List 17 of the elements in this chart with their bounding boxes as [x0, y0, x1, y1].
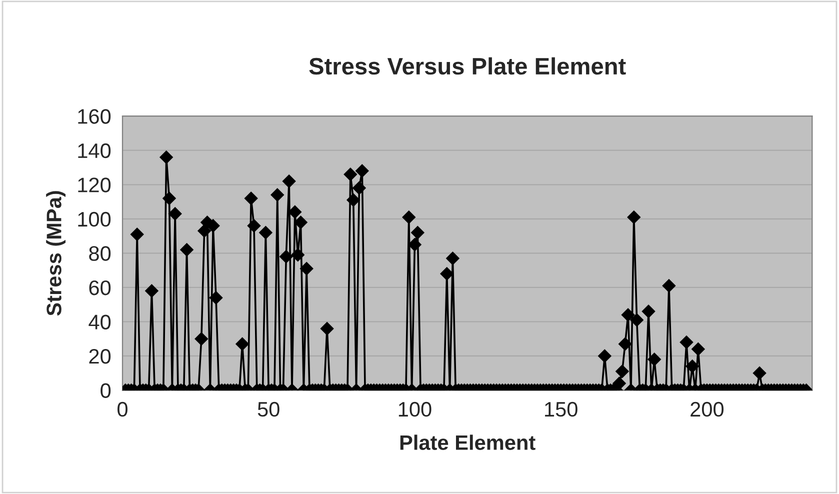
y-tick-label: 160: [78, 109, 111, 124]
y-tick-label: 40: [88, 314, 111, 330]
x-tick-label: 150: [545, 402, 578, 417]
y-tick-label: 60: [89, 280, 111, 296]
y-tick-label: 20: [89, 348, 111, 364]
y-tick-label: 0: [100, 383, 111, 398]
y-tick-label: 100: [78, 212, 111, 227]
x-axis-title: Plate Element: [400, 434, 536, 450]
x-tick-label: 100: [398, 402, 432, 417]
y-axis-title: Stress (MPa): [46, 191, 66, 316]
y-tick-label: 80: [89, 246, 111, 261]
x-tick-label: 50: [258, 402, 280, 417]
chart-title: Stress Versus Plate Element: [309, 57, 626, 75]
y-tick-label: 120: [78, 178, 111, 192]
x-tick-label: 0: [118, 402, 128, 417]
x-tick-label: 200: [690, 402, 724, 417]
y-tick-label: 140: [78, 143, 111, 158]
